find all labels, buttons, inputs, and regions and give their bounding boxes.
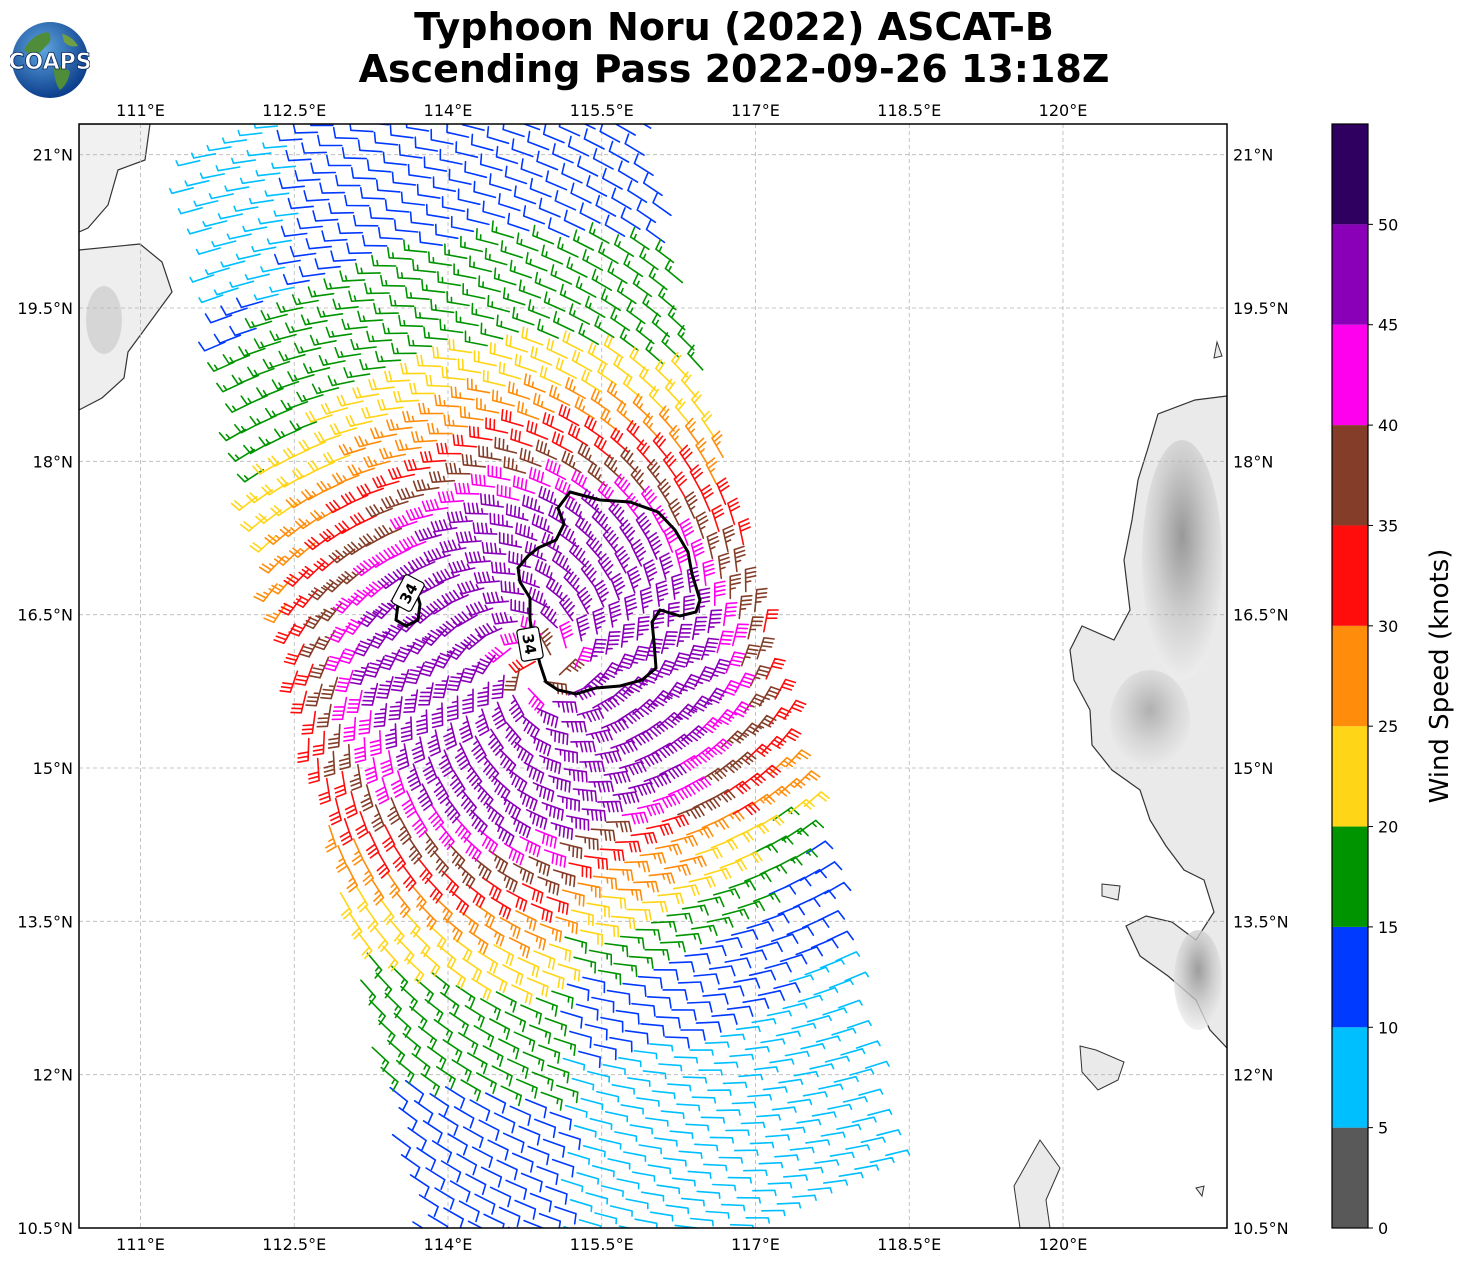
axis-ticks: 111°E 111°E 112.5°E 112.5°E 114°E 114°E 115.5°… — [17, 101, 1288, 1254]
lon-tick-top: 114°E — [424, 101, 473, 120]
wind-barb-group — [207, 220, 825, 1111]
lon-tick-top: 111°E — [116, 101, 165, 120]
lat-tick-left: 10.5°N — [17, 1219, 73, 1238]
wind-barb-group — [253, 373, 821, 959]
colorbar-bin — [1332, 124, 1368, 225]
lon-tick-top: 118.5°E — [877, 101, 941, 120]
colorbar-frame — [1331, 123, 1369, 1229]
lat-tick-left: 16.5°N — [17, 606, 73, 625]
lat-tick-right: 18°N — [1233, 452, 1273, 471]
lat-tick-left: 15°N — [33, 759, 73, 778]
wind-barb-group — [298, 436, 782, 896]
wind-barb-group — [349, 486, 731, 847]
colorbar-tick-label: 20 — [1378, 818, 1398, 837]
colorbar-bin — [1332, 926, 1368, 1028]
logo-text: COAPS — [10, 50, 90, 75]
land-luzon — [1013, 340, 1227, 1228]
colorbar-bin — [1332, 1127, 1368, 1228]
lat-tick-right: 19.5°N — [1233, 299, 1289, 318]
colorbar-tick-label: 30 — [1378, 617, 1398, 636]
colorbar-tick-label: 40 — [1378, 416, 1398, 435]
lat-tick-left: 19.5°N — [17, 299, 73, 318]
colorbar: 0 5 10 15 20 25 30 35 40 45 50 — [1331, 123, 1398, 1238]
colorbar-bin — [1332, 726, 1368, 827]
colorbar-tick-label: 45 — [1378, 316, 1398, 335]
contour-label-center: 34 — [518, 632, 539, 656]
colorbar-bin — [1332, 1027, 1368, 1128]
colorbar-tick-label: 5 — [1378, 1119, 1388, 1138]
lon-tick-top: 120°E — [1039, 101, 1088, 120]
lon-tick-top: 117°E — [731, 101, 780, 120]
wind-barb-group — [273, 404, 807, 923]
map-title-line-2: Ascending Pass 2022-09-26 13:18Z — [358, 47, 1110, 91]
wind-barb-group — [230, 326, 830, 1005]
colorbar-bin — [1332, 525, 1368, 626]
map-frame — [78, 123, 1228, 1229]
lon-tick-bottom: 112.5°E — [262, 1235, 326, 1254]
lat-tick-left: 13.5°N — [17, 912, 73, 931]
lat-tick-left: 12°N — [33, 1066, 73, 1085]
colorbar-bin — [1332, 625, 1368, 727]
lat-tick-right: 16.5°N — [1233, 606, 1289, 625]
lat-tick-left: 21°N — [33, 146, 73, 165]
colorbar-bin — [1332, 826, 1368, 927]
coaps-logo: COAPS — [10, 22, 90, 98]
colorbar-tick-label: 0 — [1378, 1219, 1388, 1238]
lat-tick-right: 15°N — [1233, 759, 1273, 778]
lat-tick-left: 18°N — [33, 452, 73, 471]
colorbar-bin — [1332, 425, 1368, 526]
colorbar-tick-label: 10 — [1378, 1018, 1398, 1037]
lon-tick-bottom: 115.5°E — [570, 1235, 634, 1254]
map-title-line-1: Typhoon Noru (2022) ASCAT-B — [414, 5, 1054, 49]
lon-tick-bottom: 111°E — [116, 1235, 165, 1254]
lon-tick-bottom: 117°E — [731, 1235, 780, 1254]
lon-tick-top: 115.5°E — [570, 101, 634, 120]
colorbar-tick-label: 25 — [1378, 717, 1398, 736]
colorbar-bin — [1332, 324, 1368, 426]
colorbar-label: Wind Speed (knots) — [1425, 549, 1455, 804]
lat-tick-right: 10.5°N — [1233, 1219, 1289, 1238]
contour-34kt: 34 34 — [391, 490, 702, 696]
colorbar-tick-label: 35 — [1378, 516, 1398, 535]
lat-tick-right: 13.5°N — [1233, 912, 1289, 931]
colorbar-tick-label: 50 — [1378, 215, 1398, 234]
lat-tick-right: 21°N — [1233, 146, 1273, 165]
colorbar-tick-label: 15 — [1378, 918, 1398, 937]
wind-barbs — [168, 124, 911, 1228]
lon-tick-top: 112.5°E — [262, 101, 326, 120]
lon-tick-bottom: 114°E — [424, 1235, 473, 1254]
lon-tick-bottom: 120°E — [1039, 1235, 1088, 1254]
wind-barb-group — [168, 124, 911, 1228]
lon-tick-bottom: 118.5°E — [877, 1235, 941, 1254]
land-hainan — [79, 124, 173, 411]
colorbar-bin — [1332, 224, 1368, 325]
lat-tick-right: 12°N — [1233, 1066, 1273, 1085]
wind-barb-group — [324, 458, 757, 868]
